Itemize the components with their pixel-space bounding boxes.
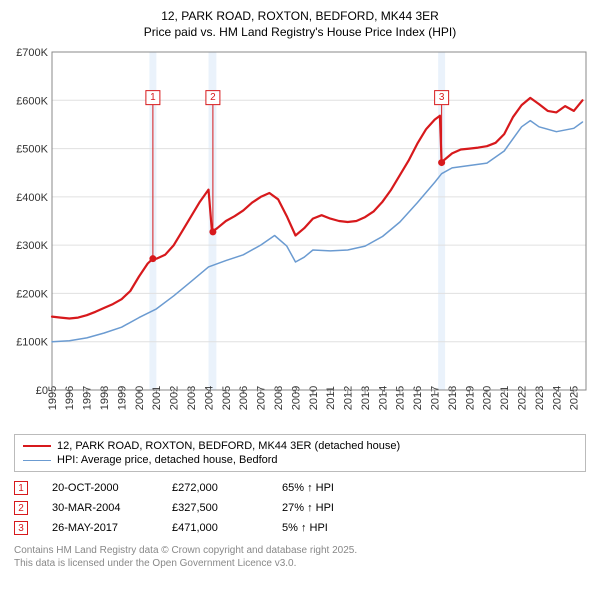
title-line-2: Price paid vs. HM Land Registry's House …	[10, 24, 590, 40]
sale-price: £327,500	[172, 502, 282, 514]
svg-text:2021: 2021	[499, 386, 511, 410]
title-line-1: 12, PARK ROAD, ROXTON, BEDFORD, MK44 3ER	[10, 8, 590, 24]
svg-text:2000: 2000	[134, 386, 146, 410]
legend-row: HPI: Average price, detached house, Bedf…	[23, 453, 577, 467]
svg-text:£700K: £700K	[16, 47, 48, 59]
footer-line-2: This data is licensed under the Open Gov…	[14, 557, 586, 570]
svg-text:1996: 1996	[64, 386, 76, 410]
footer-line-1: Contains HM Land Registry data © Crown c…	[14, 544, 586, 557]
svg-text:2009: 2009	[290, 386, 302, 410]
svg-text:1: 1	[150, 93, 156, 104]
sale-delta: 5% ↑ HPI	[282, 522, 392, 534]
svg-text:2017: 2017	[430, 386, 442, 410]
svg-text:2008: 2008	[273, 386, 285, 410]
svg-text:2019: 2019	[464, 386, 476, 410]
svg-text:2016: 2016	[412, 386, 424, 410]
sale-price: £272,000	[172, 482, 282, 494]
svg-text:£200K: £200K	[16, 289, 48, 301]
svg-text:2012: 2012	[343, 386, 355, 410]
legend-swatch	[23, 445, 51, 447]
legend-swatch	[23, 460, 51, 461]
svg-text:2015: 2015	[395, 386, 407, 410]
page-container: 12, PARK ROAD, ROXTON, BEDFORD, MK44 3ER…	[0, 0, 600, 576]
svg-text:2024: 2024	[551, 386, 563, 410]
sales-list: 1 20-OCT-2000£272,00065% ↑ HPI 2 30-MAR-200…	[14, 478, 586, 538]
svg-text:£500K: £500K	[16, 144, 48, 156]
sale-row: 2 30-MAR-2004£327,50027% ↑ HPI	[14, 498, 586, 518]
svg-text:2001: 2001	[151, 386, 163, 410]
sale-delta: 27% ↑ HPI	[282, 502, 392, 514]
svg-text:2004: 2004	[203, 386, 215, 410]
sale-date: 30-MAR-2004	[52, 502, 172, 514]
svg-text:£100K: £100K	[16, 337, 48, 349]
sale-price: £471,000	[172, 522, 282, 534]
svg-text:2013: 2013	[360, 386, 372, 410]
sale-marker: 1	[14, 481, 28, 495]
svg-text:£300K: £300K	[16, 241, 48, 253]
svg-text:2025: 2025	[569, 386, 581, 410]
svg-text:2010: 2010	[308, 386, 320, 410]
title-block: 12, PARK ROAD, ROXTON, BEDFORD, MK44 3ER…	[10, 8, 590, 40]
svg-text:2018: 2018	[447, 386, 459, 410]
svg-text:1997: 1997	[82, 386, 94, 410]
chart-svg: £0£100K£200K£300K£400K£500K£600K£700K199…	[10, 46, 590, 426]
svg-text:2007: 2007	[256, 386, 268, 410]
svg-text:2020: 2020	[482, 386, 494, 410]
legend: 12, PARK ROAD, ROXTON, BEDFORD, MK44 3ER…	[14, 434, 586, 472]
svg-text:1995: 1995	[47, 386, 59, 410]
svg-text:2006: 2006	[238, 386, 250, 410]
svg-text:2022: 2022	[516, 386, 528, 410]
svg-text:2003: 2003	[186, 386, 198, 410]
sale-marker: 3	[14, 521, 28, 535]
sale-marker: 2	[14, 501, 28, 515]
svg-text:2: 2	[210, 93, 216, 104]
sale-row: 3 26-MAY-2017£471,0005% ↑ HPI	[14, 518, 586, 538]
svg-text:2005: 2005	[221, 386, 233, 410]
legend-row: 12, PARK ROAD, ROXTON, BEDFORD, MK44 3ER…	[23, 439, 577, 453]
legend-label: 12, PARK ROAD, ROXTON, BEDFORD, MK44 3ER…	[57, 440, 400, 452]
svg-text:3: 3	[439, 93, 445, 104]
svg-text:2014: 2014	[377, 386, 389, 410]
sale-date: 20-OCT-2000	[52, 482, 172, 494]
svg-text:£400K: £400K	[16, 192, 48, 204]
chart: £0£100K£200K£300K£400K£500K£600K£700K199…	[10, 46, 590, 426]
sale-date: 26-MAY-2017	[52, 522, 172, 534]
sale-row: 1 20-OCT-2000£272,00065% ↑ HPI	[14, 478, 586, 498]
svg-text:£600K: £600K	[16, 96, 48, 108]
svg-text:1999: 1999	[116, 386, 128, 410]
footer-note: Contains HM Land Registry data © Crown c…	[14, 544, 586, 570]
legend-label: HPI: Average price, detached house, Bedf…	[57, 454, 278, 466]
svg-text:2023: 2023	[534, 386, 546, 410]
svg-text:2002: 2002	[169, 386, 181, 410]
sale-delta: 65% ↑ HPI	[282, 482, 392, 494]
svg-text:1998: 1998	[99, 386, 111, 410]
